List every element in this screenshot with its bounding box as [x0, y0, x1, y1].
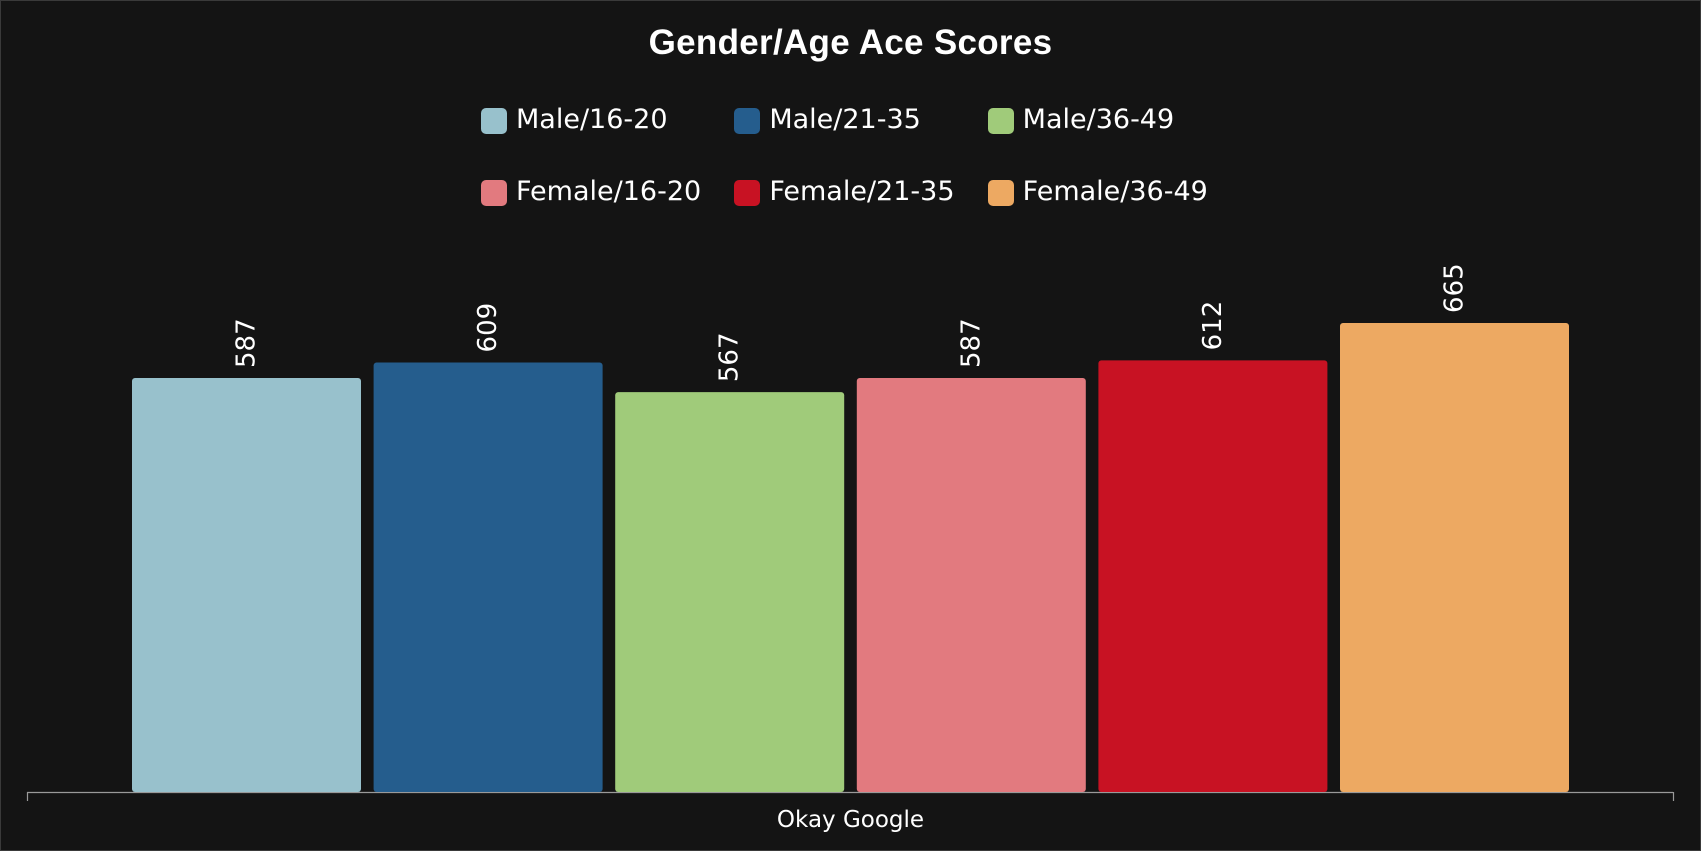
legend-item-male-36-49[interactable]: Male/36-49	[987, 101, 1241, 173]
bar-value-label: 587	[956, 318, 986, 368]
legend-swatch	[734, 108, 761, 134]
bar-female-16-20[interactable]	[856, 377, 1086, 792]
bar-value-label: 567	[715, 332, 745, 382]
legend-label: Female/36-49	[1022, 176, 1208, 207]
legend-row-1: Male/16-20 Male/21-35 Male/36-49	[481, 101, 1241, 173]
legend-swatch	[987, 180, 1014, 206]
legend-item-female-21-35[interactable]: Female/21-35	[734, 173, 987, 245]
bar-value-label: 612	[1198, 301, 1228, 351]
legend-item-male-16-20[interactable]: Male/16-20	[481, 101, 734, 173]
bar-male-21-35[interactable]	[373, 362, 603, 792]
legend-swatch	[481, 180, 507, 206]
legend-item-female-16-20[interactable]: Female/16-20	[481, 173, 734, 245]
bar-value-label: 587	[232, 318, 262, 368]
bar-male-16-20[interactable]	[132, 377, 361, 792]
bar-value-label: 665	[1440, 263, 1470, 313]
bar-male-36-49[interactable]	[615, 392, 845, 792]
legend-item-female-36-49[interactable]: Female/36-49	[987, 173, 1241, 245]
legend-label: Male/36-49	[1022, 104, 1175, 135]
legend-row-2: Female/16-20 Female/21-35 Female/36-49	[481, 173, 1241, 245]
legend-swatch	[987, 108, 1014, 134]
bar-female-21-35[interactable]	[1098, 360, 1328, 792]
legend-item-male-21-35[interactable]: Male/21-35	[734, 101, 987, 173]
chart-title: Gender/Age Ace Scores	[648, 23, 1053, 62]
legend-swatch	[481, 108, 507, 134]
x-category-label: Okay Google	[776, 807, 925, 833]
legend-label: Female/16-20	[516, 176, 702, 207]
legend: Male/16-20 Male/21-35 Male/36-49 Female/…	[481, 101, 1241, 245]
legend-label: Male/16-20	[516, 104, 668, 135]
bar-female-36-49[interactable]	[1340, 322, 1569, 792]
legend-label: Male/21-35	[769, 104, 921, 135]
legend-swatch	[734, 180, 761, 206]
legend-label: Female/21-35	[769, 176, 955, 207]
bar-value-label: 609	[473, 303, 503, 353]
